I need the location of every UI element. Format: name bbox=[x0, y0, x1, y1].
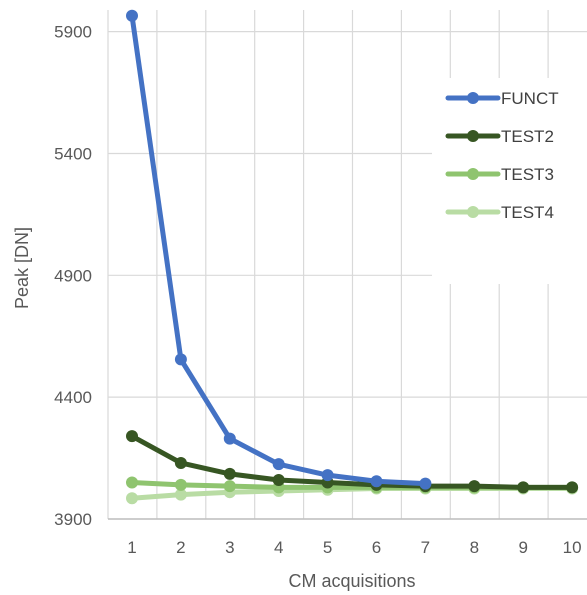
data-point-test3 bbox=[174, 478, 187, 491]
data-point-test2 bbox=[566, 481, 579, 494]
series-lines bbox=[126, 9, 579, 505]
data-point-test3 bbox=[126, 476, 138, 489]
data-point-funct bbox=[126, 9, 138, 22]
y-tick-label: 4400 bbox=[54, 388, 92, 407]
series-line-test2 bbox=[129, 433, 575, 490]
x-tick-label: 3 bbox=[225, 538, 234, 557]
y-tick-label: 5400 bbox=[54, 144, 92, 163]
data-point-test2 bbox=[272, 474, 285, 487]
x-tick-label: 8 bbox=[470, 538, 479, 557]
y-tick-label: 4900 bbox=[54, 266, 92, 285]
x-tick-label: 7 bbox=[421, 538, 430, 557]
series-line-funct bbox=[129, 13, 428, 487]
legend-item-test2: TEST2 bbox=[445, 127, 554, 146]
legend-swatch-marker bbox=[467, 168, 479, 180]
data-point-test2 bbox=[223, 467, 236, 480]
data-point-funct bbox=[419, 477, 432, 490]
x-tick-label: 9 bbox=[518, 538, 527, 557]
data-point-test2 bbox=[468, 480, 481, 493]
y-tick-label: 5900 bbox=[54, 23, 92, 42]
data-point-funct bbox=[272, 458, 285, 471]
data-point-funct bbox=[370, 475, 383, 488]
y-axis-label: Peak [DN] bbox=[12, 227, 32, 309]
y-axis-ticks: 3900 4400 4900 5400 5900 bbox=[54, 23, 92, 529]
data-point-test4 bbox=[126, 492, 138, 505]
legend: FUNCT TEST2 TEST3 TEST4 bbox=[432, 78, 587, 284]
legend-background bbox=[432, 78, 587, 284]
legend-label: FUNCT bbox=[501, 89, 559, 108]
legend-item-test3: TEST3 bbox=[445, 165, 554, 184]
data-point-test2 bbox=[174, 456, 187, 469]
legend-label: TEST2 bbox=[501, 127, 554, 146]
x-tick-label: 1 bbox=[127, 538, 136, 557]
data-point-test2 bbox=[126, 430, 138, 443]
legend-swatch-marker bbox=[467, 130, 479, 142]
x-axis-label: CM acquisitions bbox=[288, 571, 415, 591]
data-point-test4 bbox=[174, 488, 187, 501]
legend-label: TEST3 bbox=[501, 165, 554, 184]
legend-label: TEST4 bbox=[501, 203, 554, 222]
legend-swatch-marker bbox=[467, 92, 479, 104]
data-point-funct bbox=[174, 353, 187, 366]
data-point-funct bbox=[321, 469, 334, 482]
x-tick-label: 5 bbox=[323, 538, 332, 557]
y-tick-label: 3900 bbox=[54, 510, 92, 529]
x-tick-label: 4 bbox=[274, 538, 283, 557]
series-funct bbox=[126, 9, 432, 490]
legend-item-funct: FUNCT bbox=[445, 89, 559, 108]
x-axis-ticks: 1 2 3 4 5 6 7 8 9 10 bbox=[127, 538, 581, 557]
x-tick-label: 6 bbox=[372, 538, 381, 557]
data-point-funct bbox=[223, 432, 236, 445]
legend-swatch-marker bbox=[467, 206, 479, 218]
x-tick-label: 10 bbox=[563, 538, 582, 557]
legend-item-test4: TEST4 bbox=[445, 203, 554, 222]
data-point-test2 bbox=[517, 481, 530, 494]
data-point-test3 bbox=[223, 480, 236, 493]
x-tick-label: 2 bbox=[176, 538, 185, 557]
